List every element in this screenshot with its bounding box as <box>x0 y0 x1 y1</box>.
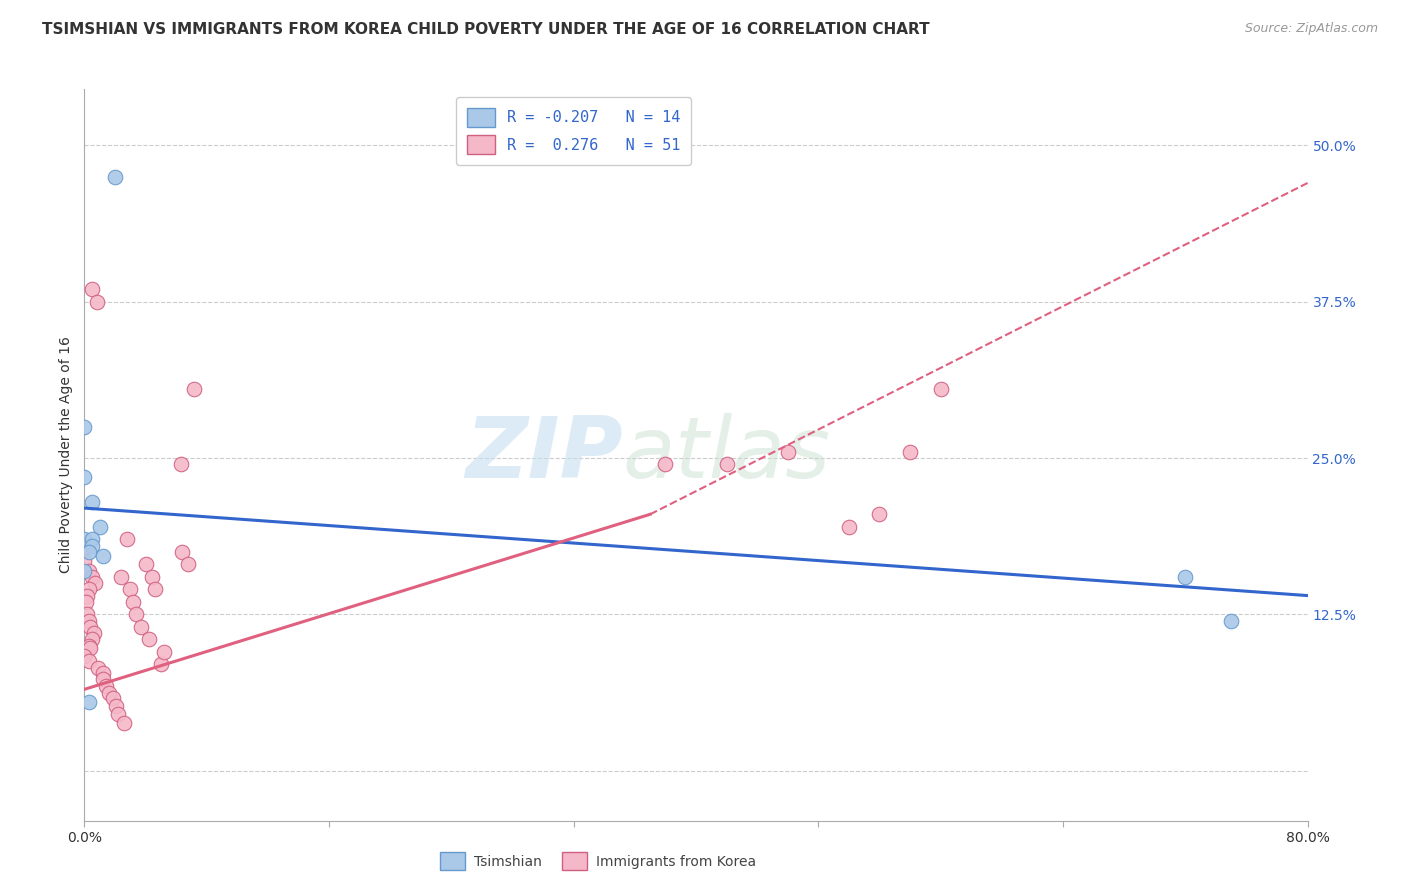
Point <box>80 570 103 584</box>
Point <box>716 458 738 472</box>
Point <box>80 495 103 509</box>
Point <box>103 691 125 706</box>
Point <box>73 648 96 663</box>
Point <box>138 632 160 647</box>
Y-axis label: Child Poverty Under the Age of 16: Child Poverty Under the Age of 16 <box>59 336 73 574</box>
Point <box>107 707 129 722</box>
Point <box>135 558 157 572</box>
Point <box>1174 570 1197 584</box>
Point <box>73 533 96 547</box>
Point <box>77 545 100 559</box>
Point <box>91 549 114 563</box>
Point <box>83 626 105 640</box>
Point <box>120 582 142 597</box>
Point <box>898 444 921 458</box>
Point <box>105 698 128 713</box>
Point <box>89 520 111 534</box>
Point <box>129 620 152 634</box>
Point <box>77 564 100 578</box>
Point <box>84 576 107 591</box>
Point <box>80 282 103 296</box>
Point <box>73 541 96 555</box>
Point <box>104 169 127 184</box>
Point <box>141 570 163 584</box>
Point <box>97 686 120 700</box>
Point <box>654 458 676 472</box>
Point <box>143 582 166 597</box>
Point <box>172 545 194 559</box>
Point <box>91 666 114 681</box>
Point <box>79 620 101 634</box>
Point <box>153 645 176 659</box>
Legend: Tsimshian, Immigrants from Korea: Tsimshian, Immigrants from Korea <box>434 847 762 876</box>
Point <box>80 539 103 553</box>
Point <box>86 294 108 309</box>
Point <box>77 695 100 709</box>
Point <box>177 558 200 572</box>
Point <box>149 657 172 672</box>
Point <box>77 614 100 628</box>
Point <box>80 632 103 647</box>
Text: atlas: atlas <box>623 413 831 497</box>
Point <box>76 607 98 622</box>
Point <box>94 679 117 693</box>
Point <box>122 595 145 609</box>
Point <box>76 589 98 603</box>
Point <box>73 419 96 434</box>
Point <box>77 639 100 653</box>
Point <box>75 595 97 609</box>
Text: Source: ZipAtlas.com: Source: ZipAtlas.com <box>1244 22 1378 36</box>
Text: ZIP: ZIP <box>465 413 623 497</box>
Point <box>112 716 135 731</box>
Point <box>91 673 114 687</box>
Point <box>73 564 96 578</box>
Point <box>73 553 96 567</box>
Point <box>183 382 205 396</box>
Point <box>838 520 860 534</box>
Point <box>776 444 799 458</box>
Point <box>1220 614 1243 628</box>
Point <box>125 607 148 622</box>
Point <box>77 582 100 597</box>
Point <box>73 470 96 484</box>
Point <box>170 458 193 472</box>
Point <box>87 661 110 675</box>
Point <box>110 570 132 584</box>
Point <box>80 533 103 547</box>
Point <box>115 533 138 547</box>
Point <box>929 382 952 396</box>
Point <box>77 654 100 668</box>
Point <box>79 641 101 656</box>
Point <box>869 508 891 522</box>
Text: TSIMSHIAN VS IMMIGRANTS FROM KOREA CHILD POVERTY UNDER THE AGE OF 16 CORRELATION: TSIMSHIAN VS IMMIGRANTS FROM KOREA CHILD… <box>42 22 929 37</box>
